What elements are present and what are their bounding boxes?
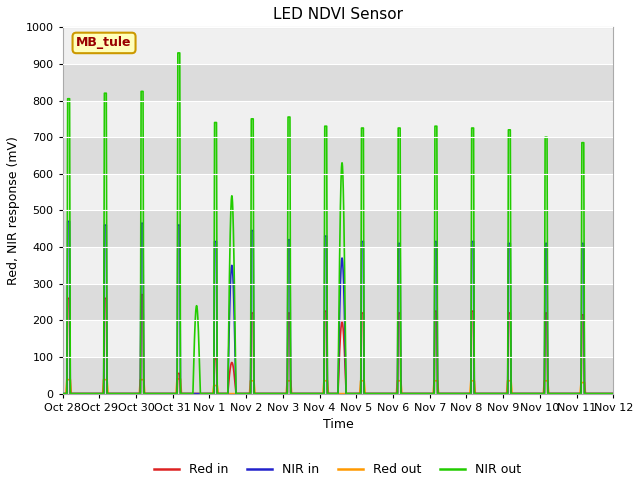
- NIR out: [265, 391, 273, 396]
- Bar: [63, 174, 613, 210]
- NIR in: [171, 391, 179, 396]
- Red in: [265, 391, 273, 396]
- Red out: [492, 391, 500, 396]
- Red out: [265, 391, 273, 396]
- NIR out: [414, 391, 422, 396]
- NIR in: [607, 391, 615, 396]
- Text: MB_tule: MB_tule: [76, 36, 132, 49]
- NIR out: [171, 391, 179, 396]
- NIR in: [59, 391, 67, 396]
- Red out: [177, 376, 184, 382]
- Bar: [63, 64, 613, 100]
- Red in: [59, 391, 67, 396]
- Line: Red out: Red out: [63, 379, 613, 394]
- Red in: [492, 391, 500, 396]
- Red in: [137, 292, 145, 298]
- Red in: [609, 391, 617, 396]
- Bar: [63, 137, 613, 174]
- NIR out: [174, 50, 182, 56]
- NIR out: [607, 391, 615, 396]
- NIR in: [414, 391, 422, 396]
- Bar: [63, 320, 613, 357]
- NIR in: [64, 218, 72, 224]
- Y-axis label: Red, NIR response (mV): Red, NIR response (mV): [7, 136, 20, 285]
- Line: Red in: Red in: [63, 295, 613, 394]
- NIR out: [609, 391, 617, 396]
- Red in: [607, 391, 615, 396]
- NIR in: [177, 391, 184, 396]
- Bar: [63, 210, 613, 247]
- Red out: [609, 391, 617, 396]
- NIR out: [59, 391, 67, 396]
- Bar: [63, 100, 613, 137]
- Title: LED NDVI Sensor: LED NDVI Sensor: [273, 7, 403, 22]
- Line: NIR in: NIR in: [63, 221, 613, 394]
- Red out: [173, 376, 180, 382]
- Red out: [171, 391, 179, 396]
- Bar: [63, 284, 613, 320]
- Legend: Red in, NIR in, Red out, NIR out: Red in, NIR in, Red out, NIR out: [149, 458, 527, 480]
- Line: NIR out: NIR out: [63, 53, 613, 394]
- NIR in: [609, 391, 617, 396]
- Red out: [414, 391, 422, 396]
- NIR out: [492, 391, 500, 396]
- Red out: [59, 391, 67, 396]
- NIR in: [265, 391, 273, 396]
- Bar: [63, 247, 613, 284]
- NIR out: [177, 391, 184, 396]
- Red in: [171, 391, 179, 396]
- Red in: [414, 391, 422, 396]
- Bar: [63, 357, 613, 394]
- Red in: [177, 391, 184, 396]
- Bar: [63, 27, 613, 64]
- X-axis label: Time: Time: [323, 418, 353, 431]
- Red out: [607, 391, 615, 396]
- NIR in: [492, 391, 500, 396]
